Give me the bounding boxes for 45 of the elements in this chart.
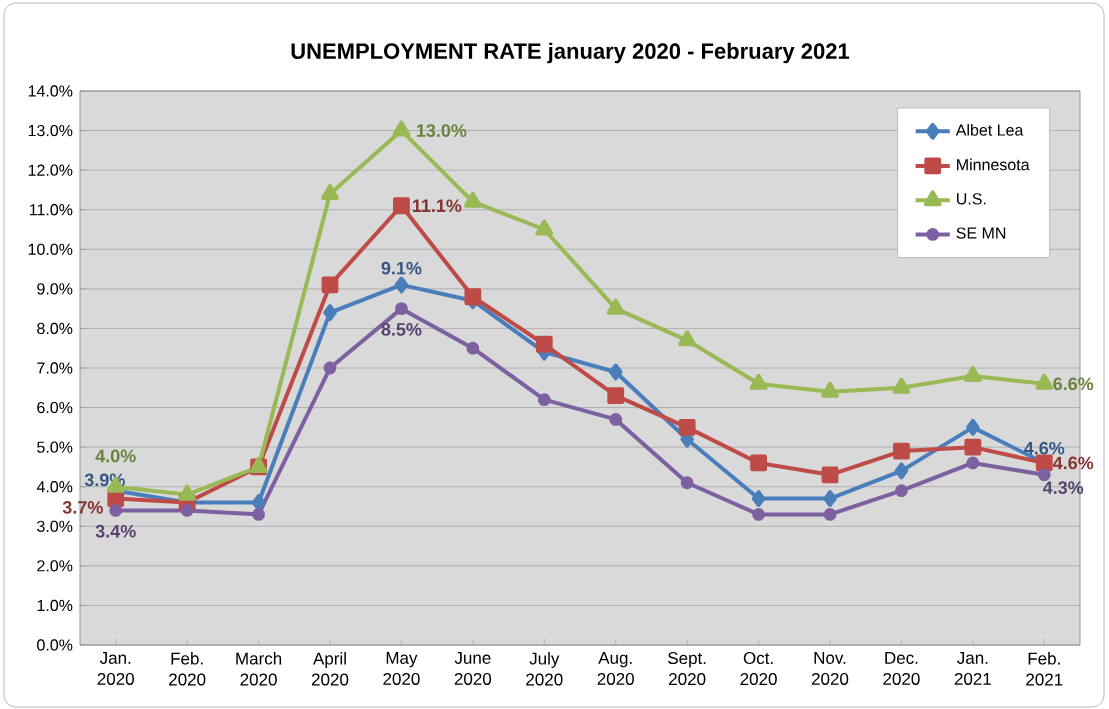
data-label: 6.6% <box>1053 377 1094 391</box>
data-label: 4.6% <box>1024 441 1065 455</box>
y-tick-label: 3.0% <box>37 520 73 532</box>
y-tick-label: 13.0% <box>28 124 73 137</box>
x-tick-label: Aug. 2020 <box>597 652 634 685</box>
legend-label: Albet Lea <box>955 124 1024 136</box>
data-label: 3.7% <box>62 500 103 514</box>
data-label: 4.6% <box>1052 456 1094 470</box>
y-tick-label: 8.0% <box>37 322 73 335</box>
y-tick-label: 7.0% <box>37 362 73 374</box>
x-tick-label: Dec. 2020 <box>883 652 920 685</box>
x-tick-label: Feb. 2021 <box>1026 652 1063 686</box>
data-label: 4.0% <box>95 449 136 463</box>
x-tick-label: Jan. 2020 <box>97 652 134 685</box>
legend-label: SE MN <box>956 227 1006 239</box>
y-tick-label: 5.0% <box>37 441 73 453</box>
x-tick-label: July 2020 <box>526 652 563 686</box>
y-tick-label: 2.0% <box>37 560 73 572</box>
data-label: 13.0% <box>416 124 467 137</box>
x-tick-label: Nov. 2020 <box>811 652 849 685</box>
y-tick-label: 6.0% <box>37 401 73 414</box>
y-tick-label: 4.0% <box>36 481 73 493</box>
y-tick-label: 14.0% <box>28 85 73 97</box>
x-tick-label: Sept. 2020 <box>668 652 706 686</box>
data-label: 11.1% <box>412 199 462 213</box>
y-tick-label: 0.0% <box>37 639 73 651</box>
y-tick-label: 9.0% <box>37 283 73 295</box>
chart-title: UNEMPLOYMENT RATE january 2020 - February 2021 <box>291 42 850 64</box>
y-tick-label: 10.0% <box>28 243 73 255</box>
x-tick-label: Feb. 2020 <box>169 652 206 686</box>
x-tick-label: March 2020 <box>236 652 282 686</box>
x-tick-label: May 2020 <box>383 652 420 685</box>
x-tick-label: Jan. 2021 <box>954 652 991 685</box>
x-tick-label: April 2020 <box>311 652 349 686</box>
legend-label: Minnesota <box>957 158 1030 171</box>
data-label: 4.3% <box>1042 481 1084 494</box>
data-label: 9.1% <box>381 261 422 275</box>
data-label: 8.5% <box>381 323 422 336</box>
data-label: 3.4% <box>95 524 136 538</box>
y-tick-label: 12.0% <box>28 164 73 176</box>
x-tick-label: Oct. 2020 <box>740 652 777 686</box>
x-tick-label: June 2020 <box>454 652 492 685</box>
legend-label: U.S. <box>957 193 986 205</box>
y-tick-label: 11.0% <box>29 204 73 216</box>
y-tick-label: 1.0% <box>37 599 73 612</box>
